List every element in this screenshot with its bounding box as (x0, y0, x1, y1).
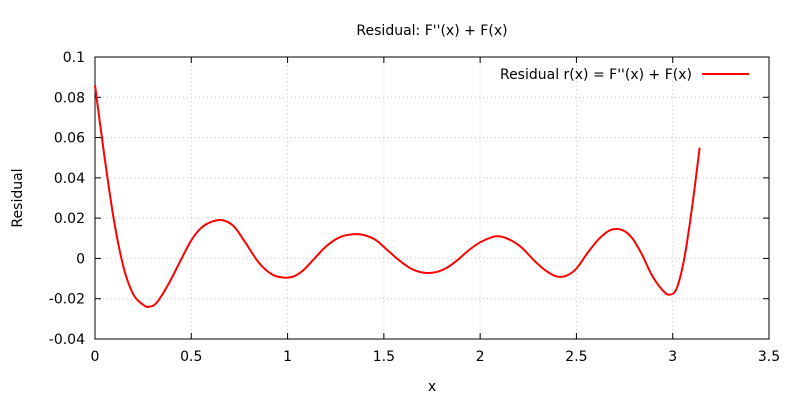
grid (95, 57, 769, 339)
x-tick-label: 3.5 (758, 349, 780, 365)
legend-label: Residual r(x) = F''(x) + F(x) (500, 67, 692, 83)
x-tick-label: 2.5 (565, 349, 587, 365)
y-tick-label: 0.06 (54, 131, 85, 147)
chart-title: Residual: F''(x) + F(x) (356, 23, 507, 39)
axis-ticks: 0 0.5 1 1.5 2 2.5 3 3.5 -0.04 -0.02 0 0.02 0.04 0.06 0… (49, 50, 780, 365)
series-layer (94, 85, 701, 308)
x-tick-label: 1 (283, 349, 292, 365)
y-tick-label: 0.04 (54, 171, 85, 187)
y-axis-label: Residual (10, 168, 26, 227)
series-line (94, 85, 701, 308)
legend: Residual r(x) = F''(x) + F(x) (500, 67, 749, 83)
x-tick-label: 0.5 (180, 349, 202, 365)
x-tick-label: 2 (476, 349, 485, 365)
x-axis-label: x (428, 379, 436, 395)
x-tick-label: 3 (668, 349, 677, 365)
x-tick-label: 1.5 (373, 349, 395, 365)
x-tick-label: 0 (91, 349, 100, 365)
y-tick-label: 0 (76, 251, 85, 267)
plot-frame (94, 56, 770, 340)
y-tick-label: 0.1 (63, 50, 85, 66)
y-tick-label: -0.02 (49, 292, 85, 308)
y-tick-label: 0.08 (54, 90, 85, 106)
y-tick-label: 0.02 (54, 211, 85, 227)
y-tick-label: -0.04 (49, 332, 85, 348)
